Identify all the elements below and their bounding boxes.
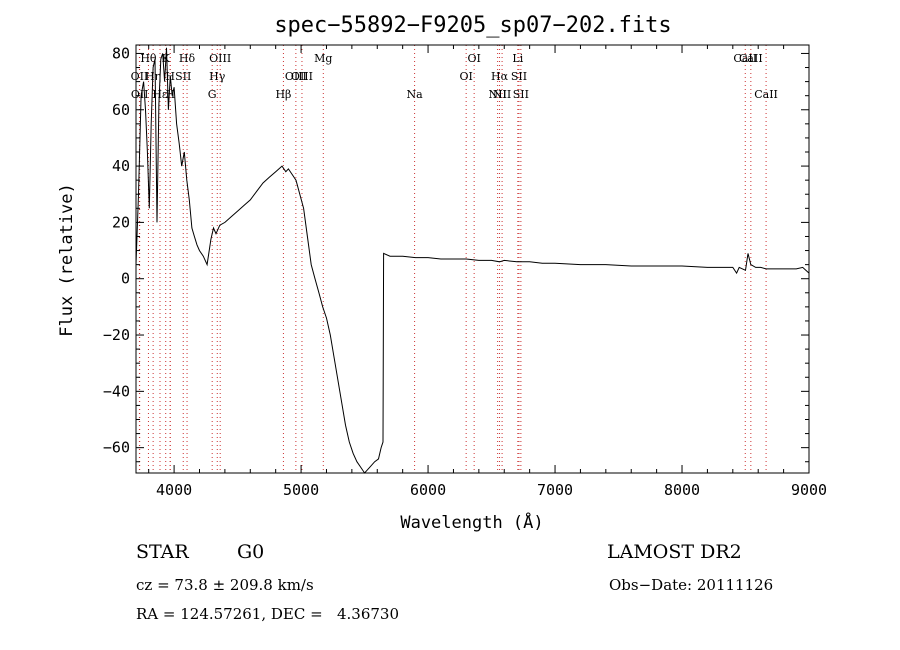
y-tick-label: −20 bbox=[103, 326, 130, 344]
x-axis-ticks: 4000 5000 6000 7000 8000 9000 bbox=[148, 45, 827, 499]
x-tick-label: 5000 bbox=[283, 481, 319, 499]
y-tick-label: 20 bbox=[112, 213, 130, 231]
object-class: STAR bbox=[136, 541, 189, 563]
y-axis-ticks: −60 −40 −20 0 20 40 60 80 bbox=[103, 44, 809, 463]
x-tick-label: 7000 bbox=[537, 481, 573, 499]
spectrum-line bbox=[135, 47, 810, 474]
line-label: CaII bbox=[739, 52, 763, 65]
chart-title: spec−55892−F9205_sp07−202.fits bbox=[274, 13, 671, 38]
y-tick-label: −60 bbox=[103, 439, 130, 457]
line-label: Hγ bbox=[209, 70, 226, 83]
line-label: SII bbox=[175, 70, 191, 83]
line-label: Hα bbox=[491, 70, 509, 83]
y-tick-label: 0 bbox=[121, 270, 130, 288]
survey-name: LAMOST DR2 bbox=[607, 541, 742, 563]
y-tick-label: 40 bbox=[112, 157, 130, 175]
coordinates-text: RA = 124.57261, DEC = 4.36730 bbox=[136, 605, 400, 623]
line-label: OII bbox=[131, 70, 149, 83]
line-label: OIII bbox=[285, 70, 307, 83]
line-label: SII bbox=[513, 88, 529, 101]
x-tick-label: 4000 bbox=[156, 481, 192, 499]
line-label: Mg bbox=[314, 52, 332, 65]
y-tick-label: 80 bbox=[112, 44, 130, 62]
line-label: OIII bbox=[209, 52, 231, 65]
line-label: SII bbox=[511, 70, 527, 83]
line-label: Li bbox=[512, 52, 523, 65]
y-tick-label: 60 bbox=[112, 101, 130, 119]
obs-date-text: Obs−Date: 20111126 bbox=[609, 576, 774, 594]
line-label: NII bbox=[493, 88, 511, 101]
line-label: Hε bbox=[152, 88, 168, 101]
line-label: CaII bbox=[733, 52, 757, 65]
plot-frame bbox=[135, 44, 810, 474]
line-label: OIII bbox=[291, 70, 313, 83]
object-subclass: G0 bbox=[237, 541, 265, 563]
x-axis-label: Wavelength (Å) bbox=[400, 511, 543, 533]
y-axis-label: Flux (relative) bbox=[57, 183, 77, 337]
x-tick-label: 6000 bbox=[410, 481, 446, 499]
x-tick-label: 8000 bbox=[664, 481, 700, 499]
line-label: NII bbox=[488, 88, 506, 101]
line-label: OII bbox=[131, 88, 149, 101]
line-label: G bbox=[208, 88, 217, 101]
line-label: Hβ bbox=[275, 88, 291, 101]
x-tick-label: 9000 bbox=[791, 481, 827, 499]
emission-line-labels: HθOIIOIIHηHεKHHSIIHδGHγOIIIHβOIIIOIIIMgN… bbox=[131, 52, 778, 101]
line-label: H bbox=[165, 88, 175, 101]
emission-line-markers bbox=[138, 45, 767, 473]
line-label: Hθ bbox=[140, 52, 157, 65]
line-label: Hδ bbox=[179, 52, 196, 65]
redshift-text: cz = 73.8 ± 209.8 km/s bbox=[136, 576, 314, 594]
line-label: OI bbox=[467, 52, 480, 65]
line-label: OI bbox=[459, 70, 472, 83]
y-tick-label: −40 bbox=[103, 382, 130, 400]
line-label: Na bbox=[407, 88, 424, 101]
line-label: CaII bbox=[754, 88, 778, 101]
